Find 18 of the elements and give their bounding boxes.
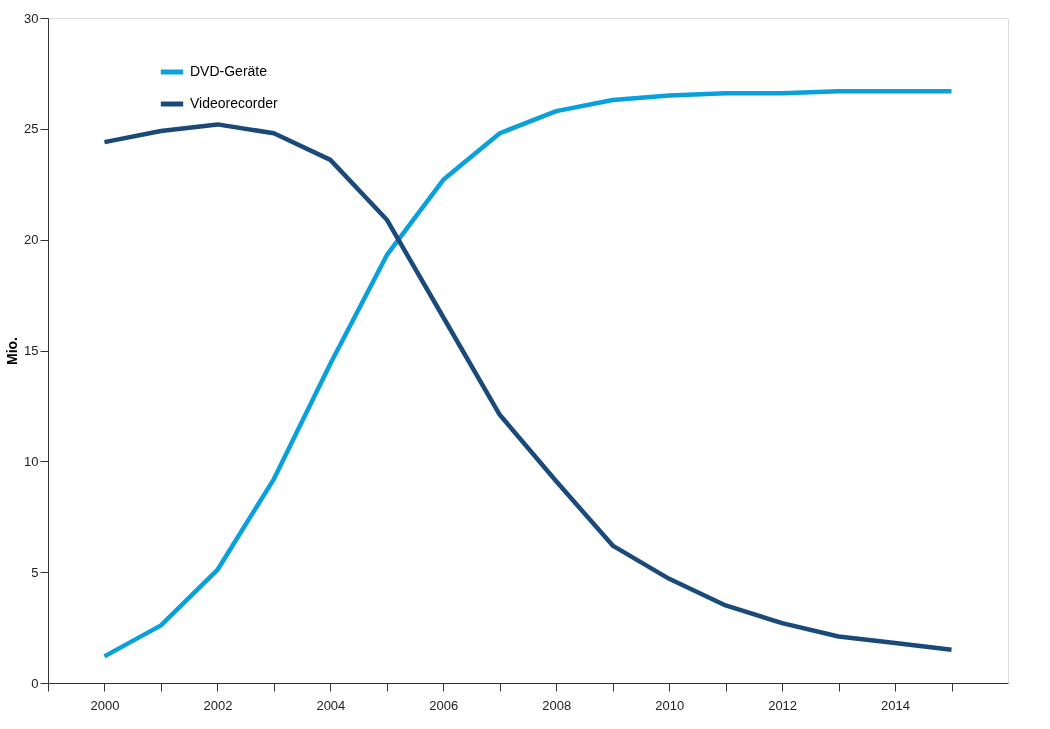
x-tick-label: 2012 bbox=[768, 697, 798, 713]
legend-label: Videorecorder bbox=[190, 95, 279, 111]
y-tick-label: 30 bbox=[24, 10, 39, 26]
x-tick-label: 2014 bbox=[881, 697, 911, 713]
x-tick-label: 2008 bbox=[542, 697, 572, 713]
y-tick-label: 5 bbox=[31, 564, 39, 580]
y-tick-label: 20 bbox=[24, 232, 39, 248]
y-axis-title: Mio. bbox=[4, 337, 21, 365]
x-tick-label: 2004 bbox=[316, 697, 346, 713]
y-tick-label: 0 bbox=[31, 675, 39, 691]
x-tick-label: 2002 bbox=[203, 697, 233, 713]
x-tick-label: 2010 bbox=[655, 697, 685, 713]
y-tick-label: 25 bbox=[24, 121, 39, 137]
x-tick-label: 2006 bbox=[429, 697, 459, 713]
legend-label: DVD-Geräte bbox=[190, 63, 268, 79]
y-tick-label: 10 bbox=[24, 453, 39, 469]
y-tick-label: 15 bbox=[24, 343, 39, 358]
x-tick-label: 2000 bbox=[90, 697, 120, 713]
